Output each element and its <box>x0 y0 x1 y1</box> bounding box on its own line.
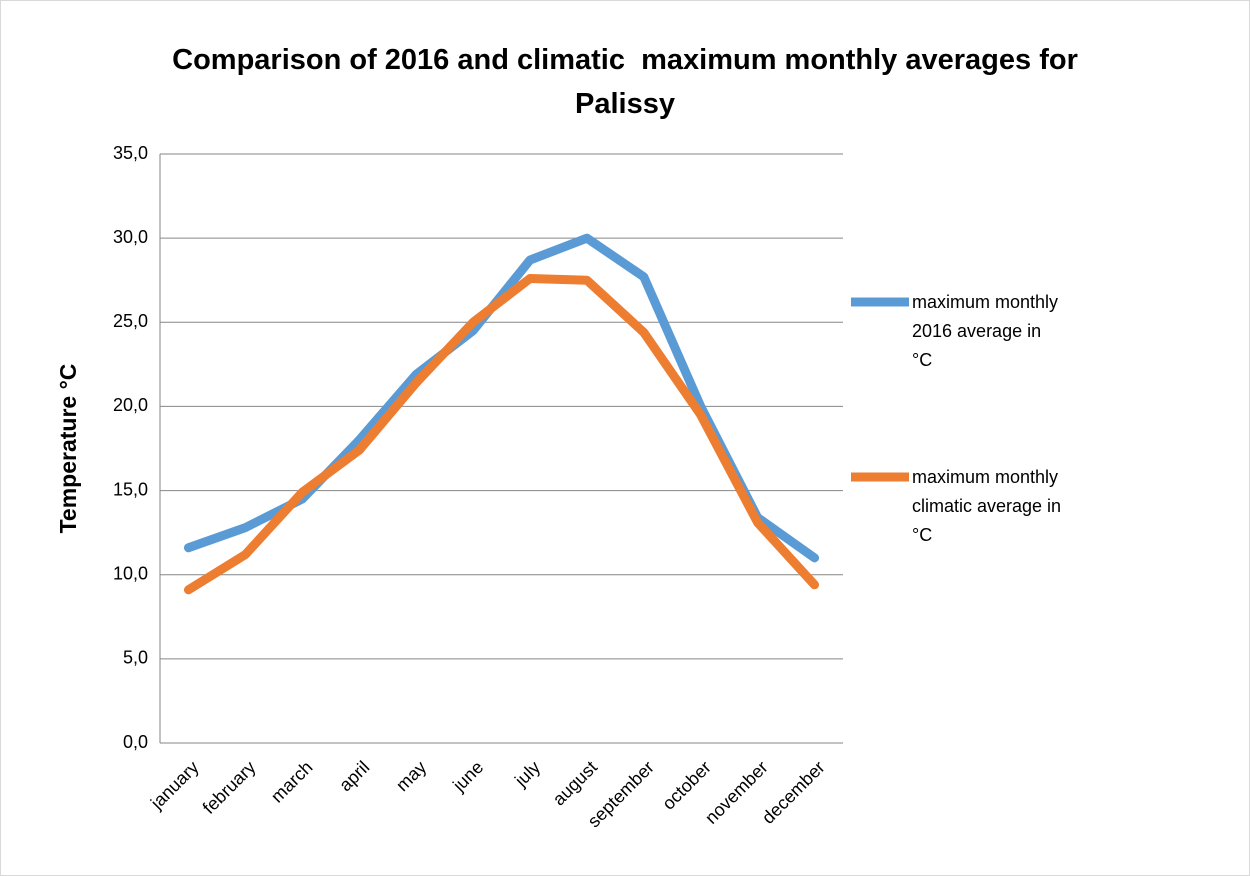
y-tick-label: 15,0 <box>113 479 148 499</box>
x-tick-label: march <box>267 757 317 807</box>
x-tick-label: august <box>549 757 601 809</box>
x-tick-label: january <box>146 757 203 814</box>
y-tick-label: 10,0 <box>113 563 148 583</box>
y-tick-label: 20,0 <box>113 395 148 415</box>
series-line <box>183 274 820 595</box>
x-tick-label: february <box>199 757 260 818</box>
y-tick-label: 35,0 <box>113 143 148 163</box>
x-tick-label: october <box>658 757 715 814</box>
x-tick-label: june <box>448 757 487 796</box>
x-tick-label: july <box>510 757 544 791</box>
y-tick-label: 0,0 <box>123 732 148 752</box>
y-axis-label: Temperature °C <box>55 364 81 534</box>
y-tick-label: 25,0 <box>113 311 148 331</box>
legend-label: maximum monthly climatic average in °C <box>912 467 1062 545</box>
x-tick-label: april <box>335 757 373 795</box>
y-tick-label: 5,0 <box>123 648 148 668</box>
x-tick-label: december <box>758 757 829 828</box>
y-tick-label: 30,0 <box>113 227 148 247</box>
legend-label: maximum monthly 2016 average in °C <box>912 292 1059 370</box>
chart-title: Comparison of 2016 and climatic maximum … <box>172 44 1086 120</box>
x-tick-label: may <box>392 757 430 795</box>
